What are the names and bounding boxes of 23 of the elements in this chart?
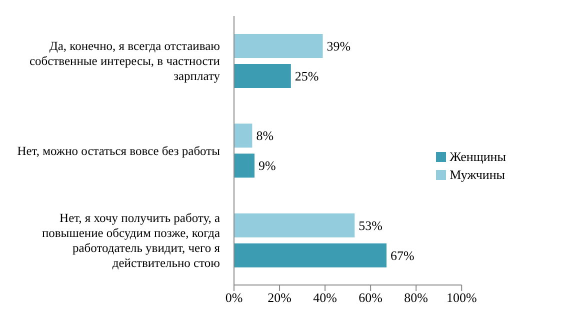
bar [234, 124, 252, 148]
x-tick-label: 100% [446, 290, 477, 306]
y-tick-label: Да, конечно, я всегда отстаиваю собственные интересы, в частности зарплату [29, 39, 221, 84]
bar [234, 213, 355, 238]
bar [234, 154, 254, 178]
legend-label: Мужчины [450, 167, 506, 182]
bar [234, 64, 291, 88]
data-label: 25% [294, 68, 319, 84]
x-tick-label: 20% [268, 290, 292, 306]
bar [234, 34, 323, 58]
data-label: 67% [390, 248, 415, 263]
legend-label: Женщины [450, 149, 506, 164]
data-label: 8% [256, 128, 274, 144]
data-label: 53% [358, 218, 383, 233]
bar [234, 243, 387, 268]
data-label: 9% [258, 158, 276, 174]
y-tick-label: Нет, я хочу получить работу, а повышение обсудим позже, когда работодатель увидит, чего я действительно стою [42, 211, 220, 270]
data-label: 39% [326, 38, 351, 54]
y-tick-label: Нет, можно остаться вовсе без работы [17, 144, 221, 158]
x-tick-label: 0% [225, 290, 243, 306]
x-tick-label: 60% [358, 290, 383, 306]
x-tick-label: 80% [404, 290, 428, 306]
x-tick-label: 40% [313, 290, 338, 306]
